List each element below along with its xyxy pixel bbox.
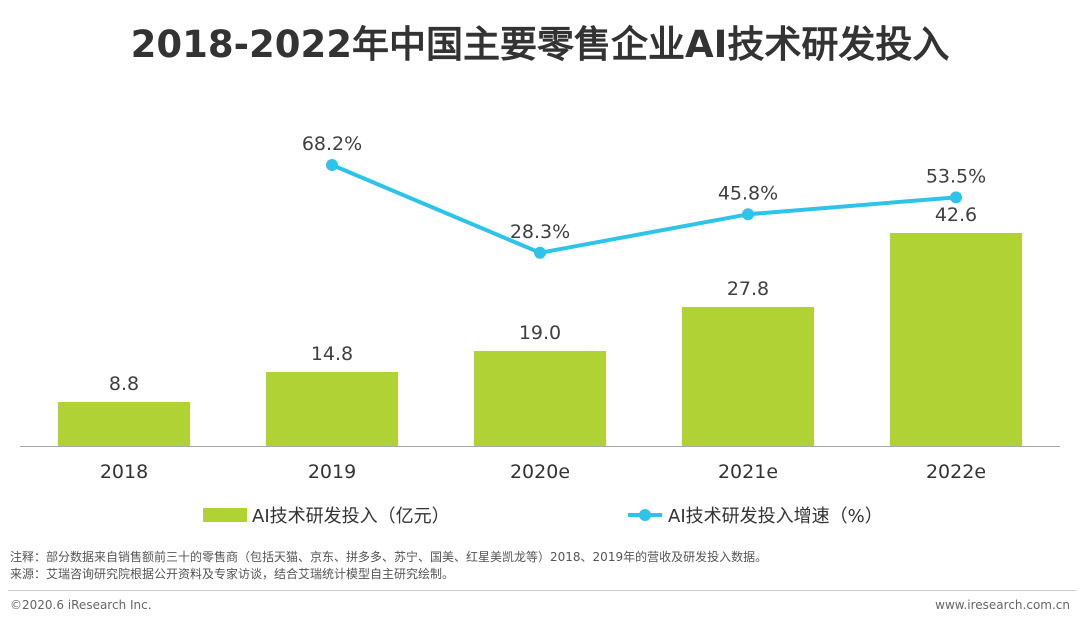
x-tick-label-2018: 2018 — [100, 461, 148, 483]
growth-value-label-2019: 68.2% — [302, 133, 362, 155]
x-tick-label-2020e: 2020e — [510, 461, 570, 483]
chart-canvas: 8.8 14.8 19.0 27.8 42.6 2018 2019 2020e 2021e 202… — [20, 133, 1060, 527]
source-text: 来源：艾瑞咨询研究院根据公开资料及专家访谈，结合艾瑞统计模型自主研究绘制。 — [10, 567, 455, 581]
legend-line-marker — [639, 509, 651, 521]
legend-bar-label: AI技术研发投入（亿元） — [252, 506, 450, 527]
chart-title: 2018-2022年中国主要零售企业AI技术研发投入 — [130, 23, 950, 66]
x-tick-label-2022e: 2022e — [926, 461, 986, 483]
bar-2018 — [58, 402, 190, 446]
bar-2022e — [890, 233, 1022, 446]
bar-value-label-2020e: 19.0 — [519, 322, 561, 344]
growth-value-label-2020e: 28.3% — [510, 221, 570, 243]
bar-2020e — [474, 351, 606, 446]
growth-value-label-2022e: 53.5% — [926, 165, 986, 187]
growth-point-2021e — [742, 208, 754, 221]
growth-value-label-2021e: 45.8% — [718, 182, 778, 204]
x-tick-label-2019: 2019 — [308, 461, 356, 483]
chart-notes: 注释：部分数据来自销售额前三十的零售商（包括天猫、京东、拼多多、苏宁、国美、红星… — [10, 549, 767, 583]
growth-point-2020e — [534, 246, 546, 259]
bar-value-label-2018: 8.8 — [109, 373, 139, 395]
bar-2019 — [266, 372, 398, 446]
x-tick-label-2021e: 2021e — [718, 461, 778, 483]
legend-line-label: AI技术研发投入增速（%） — [668, 506, 883, 527]
growth-point-2022e — [950, 191, 962, 204]
note-text: 注释：部分数据来自销售额前三十的零售商（包括天猫、京东、拼多多、苏宁、国美、红星… — [10, 550, 768, 564]
copyright-text: ©2020.6 iResearch Inc. — [10, 598, 152, 612]
bar-value-label-2021e: 27.8 — [727, 278, 769, 300]
bar-2021e — [682, 307, 814, 446]
legend-bar-swatch — [203, 508, 247, 522]
growth-point-2019 — [326, 159, 338, 171]
website-link[interactable]: www.iresearch.com.cn — [935, 598, 1070, 612]
footer-divider — [8, 590, 1076, 591]
growth-line — [331, 163, 957, 255]
bar-value-label-2022e: 42.6 — [935, 204, 977, 226]
bar-value-label-2019: 14.8 — [311, 343, 353, 365]
